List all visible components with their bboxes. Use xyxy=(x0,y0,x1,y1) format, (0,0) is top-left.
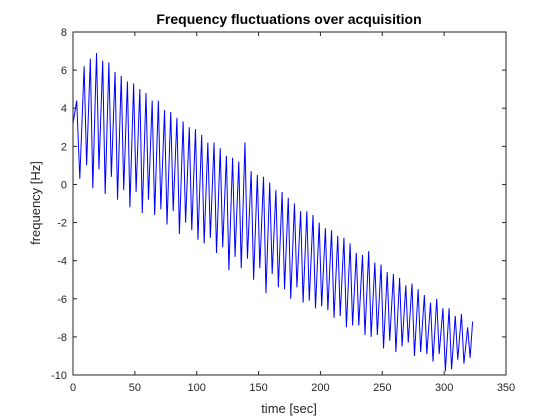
x-tick-label: 300 xyxy=(435,382,453,394)
y-tick-label: -10 xyxy=(51,370,67,382)
x-tick-label: 350 xyxy=(497,382,515,394)
x-tick-label: 200 xyxy=(311,382,329,394)
x-tick-label: 250 xyxy=(373,382,391,394)
y-tick-label: 6 xyxy=(61,65,67,77)
y-tick-label: -2 xyxy=(57,218,67,230)
y-tick-label: -6 xyxy=(57,294,67,306)
y-tick-label: 0 xyxy=(61,179,67,191)
plot-frame xyxy=(72,31,507,376)
y-tick-label: 8 xyxy=(61,27,67,39)
y-tick-label: -4 xyxy=(57,256,67,268)
y-tick-label: 4 xyxy=(61,103,67,115)
plot-area xyxy=(72,52,474,372)
x-axis-label: time [sec] xyxy=(261,401,317,416)
x-tick-label: 100 xyxy=(188,382,206,394)
x-tick-label: 50 xyxy=(129,382,141,394)
series-line xyxy=(72,52,474,372)
x-tick-label: 150 xyxy=(249,382,267,394)
y-tick-label: -8 xyxy=(57,332,67,344)
y-axis-label: frequency [Hz] xyxy=(28,161,43,245)
x-tick-label: 0 xyxy=(70,382,76,394)
axis-ticks: 0 50 100 150 200 250 300 350 -10 -8 -6 -4 -2 0 2 4 6 8 xyxy=(51,27,515,394)
chart-title: Frequency fluctuations over acquisition xyxy=(156,11,421,27)
y-tick-label: 2 xyxy=(61,141,67,153)
